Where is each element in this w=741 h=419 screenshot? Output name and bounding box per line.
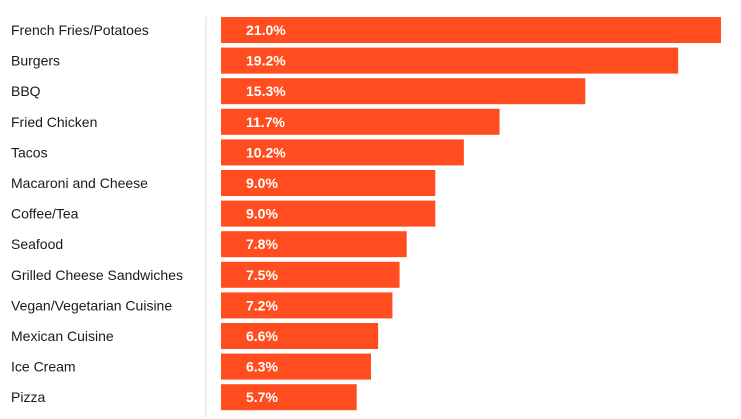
- category-label: Coffee/Tea: [11, 206, 79, 222]
- bar: [221, 108, 500, 135]
- value-label: 7.5%: [246, 267, 278, 283]
- value-label: 19.2%: [246, 53, 286, 69]
- bar: [221, 78, 586, 105]
- value-label: 5.7%: [246, 389, 278, 405]
- bar: [221, 231, 407, 258]
- value-label: 6.6%: [246, 328, 278, 344]
- category-labels: French Fries/Potatoes Burgers BBQ Fried Chi…: [11, 22, 183, 405]
- category-label: Grilled Cheese Sandwiches: [11, 267, 183, 283]
- category-label: Ice Cream: [11, 359, 76, 375]
- category-label: Macaroni and Cheese: [11, 175, 148, 191]
- value-label: 21.0%: [246, 22, 286, 38]
- value-label: 15.3%: [246, 83, 286, 99]
- value-label: 7.2%: [246, 297, 278, 313]
- value-label: 11.7%: [246, 114, 285, 130]
- bar: [221, 323, 379, 349]
- category-label: BBQ: [11, 83, 41, 99]
- bar: [221, 47, 679, 74]
- category-label: Mexican Cuisine: [11, 328, 114, 344]
- category-label: Seafood: [11, 236, 63, 252]
- bar: [221, 170, 436, 196]
- bar: [221, 292, 393, 319]
- bar: [221, 353, 371, 380]
- value-labels: 21.0% 19.2% 15.3% 11.7% 10.2% 9.0% 9.0% 7.8% 7.5…: [246, 22, 286, 405]
- category-label: French Fries/Potatoes: [11, 22, 149, 38]
- bar: [221, 17, 721, 43]
- value-label: 9.0%: [246, 175, 278, 191]
- bars: [221, 17, 721, 411]
- category-label: Tacos: [11, 144, 48, 160]
- bar: [221, 261, 400, 288]
- value-label: 10.2%: [246, 144, 286, 160]
- category-label: Burgers: [11, 53, 60, 69]
- category-label: Pizza: [11, 389, 45, 405]
- category-label: Fried Chicken: [11, 114, 97, 130]
- value-label: 9.0%: [246, 206, 278, 222]
- category-label: Vegan/Vegetarian Cuisine: [11, 297, 172, 313]
- bar: [221, 200, 436, 227]
- value-label: 6.3%: [246, 359, 278, 375]
- bar: [221, 384, 357, 411]
- bar: [221, 139, 464, 166]
- value-label: 7.8%: [246, 236, 278, 252]
